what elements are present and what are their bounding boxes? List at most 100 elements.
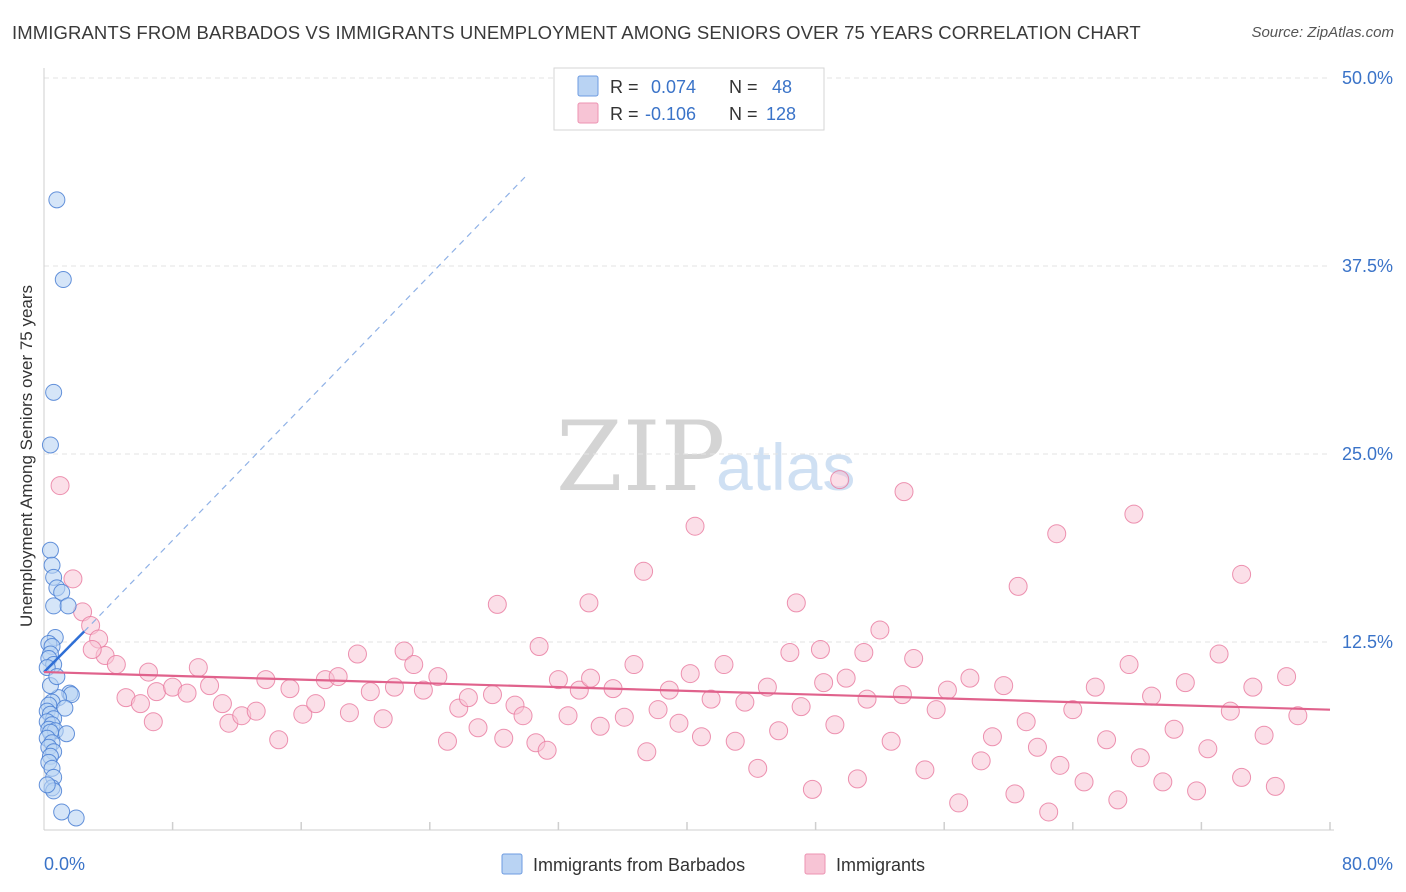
immigrants-point-37 bbox=[458, 688, 478, 708]
immigrants-point-96 bbox=[1119, 655, 1139, 675]
immigrants-point-122 bbox=[786, 593, 806, 613]
series-legend: Immigrants from Barbados Immigrants bbox=[501, 853, 925, 875]
barbados-series bbox=[38, 191, 85, 827]
immigrants-point-102 bbox=[1187, 781, 1207, 801]
barbados-trend-extension bbox=[83, 175, 527, 632]
stats-legend-box bbox=[553, 67, 825, 131]
immigrants-point-14 bbox=[200, 676, 220, 696]
immigrants-point-87 bbox=[1016, 712, 1036, 732]
immigrants-point-49 bbox=[590, 716, 610, 736]
immigrants-point-30 bbox=[384, 677, 404, 697]
immigrants-point-61 bbox=[725, 731, 745, 751]
immigrants-point-70 bbox=[825, 715, 845, 735]
stats-legend-n-label-immigrants: N = bbox=[729, 104, 758, 124]
immigrants-point-76 bbox=[892, 685, 912, 705]
barbados-point-9 bbox=[45, 597, 63, 615]
immigrants-point-66 bbox=[780, 643, 800, 663]
immigrants-point-47 bbox=[569, 680, 589, 700]
immigrants-point-58 bbox=[691, 727, 711, 747]
immigrants-point-75 bbox=[881, 731, 901, 751]
immigrants-point-64 bbox=[757, 677, 777, 697]
barbados-point-23 bbox=[56, 699, 74, 717]
immigrants-point-89 bbox=[1039, 802, 1059, 822]
y-tick-label-0: 12.5% bbox=[1342, 632, 1393, 652]
immigrants-point-78 bbox=[915, 760, 935, 780]
immigrants-point-112 bbox=[1047, 524, 1067, 544]
immigrants-point-108 bbox=[1254, 725, 1274, 745]
immigrants-point-10 bbox=[143, 712, 163, 732]
immigrants-point-113 bbox=[1124, 504, 1144, 524]
immigrants-point-126 bbox=[138, 662, 158, 682]
immigrants-point-6 bbox=[106, 655, 126, 675]
x-tick-label-min: 0.0% bbox=[44, 854, 85, 874]
stats-legend-n-value-barbados: 48 bbox=[772, 77, 792, 97]
immigrants-point-121 bbox=[634, 561, 654, 581]
legend-swatch-immigrants bbox=[804, 853, 826, 875]
immigrants-point-97 bbox=[1130, 748, 1150, 768]
immigrants-point-8 bbox=[130, 694, 150, 714]
immigrants-point-81 bbox=[949, 793, 969, 813]
immigrants-point-91 bbox=[1063, 700, 1083, 720]
y-axis-tick-labels: 12.5% 25.0% 37.5% 50.0% bbox=[1342, 68, 1393, 652]
barbados-trend-line bbox=[43, 630, 86, 673]
immigrants-point-100 bbox=[1164, 719, 1184, 739]
immigrants-point-114 bbox=[1232, 564, 1252, 584]
immigrants-point-105 bbox=[1220, 701, 1240, 721]
immigrants-point-93 bbox=[1085, 677, 1105, 697]
immigrants-point-33 bbox=[413, 680, 433, 700]
immigrants-point-35 bbox=[437, 731, 457, 751]
immigrants-point-31 bbox=[394, 641, 414, 661]
y-tick-label-3: 50.0% bbox=[1342, 68, 1393, 88]
immigrants-point-38 bbox=[468, 718, 488, 738]
immigrants-point-79 bbox=[926, 700, 946, 720]
stats-legend-r-value-barbados: 0.074 bbox=[651, 77, 696, 97]
barbados-point-0 bbox=[48, 191, 66, 209]
immigrants-point-117 bbox=[1008, 576, 1028, 596]
immigrants-point-59 bbox=[701, 689, 721, 709]
barbados-point-1 bbox=[54, 271, 72, 289]
immigrants-point-125 bbox=[529, 637, 549, 657]
barbados-point-32 bbox=[58, 725, 76, 743]
trend-lines bbox=[43, 175, 1331, 711]
stats-legend-swatch-barbados bbox=[577, 75, 599, 97]
immigrants-point-107 bbox=[1243, 677, 1263, 697]
stats-legend-r-label-immigrants: R = bbox=[610, 104, 639, 124]
immigrants-point-23 bbox=[306, 694, 326, 714]
immigrants-point-46 bbox=[558, 706, 578, 726]
immigrants-point-34 bbox=[428, 667, 448, 687]
immigrants-point-118 bbox=[685, 516, 705, 536]
immigrants-point-90 bbox=[1050, 755, 1070, 775]
stats-legend-n-label-barbados: N = bbox=[729, 77, 758, 97]
grid-lines bbox=[44, 77, 1330, 643]
immigrants-point-104 bbox=[1209, 644, 1229, 664]
immigrants-point-116 bbox=[830, 470, 850, 490]
x-axis-tick-labels: 0.0% 80.0% bbox=[44, 854, 1393, 874]
chart-title: IMMIGRANTS FROM BARBADOS VS IMMIGRANTS U… bbox=[12, 22, 1141, 43]
immigrants-point-42 bbox=[513, 706, 533, 726]
immigrants-point-103 bbox=[1198, 739, 1218, 759]
immigrants-point-9 bbox=[147, 682, 167, 702]
barbados-point-43 bbox=[53, 803, 71, 821]
immigrants-point-60 bbox=[714, 655, 734, 675]
legend-label-immigrants: Immigrants bbox=[836, 855, 925, 875]
immigrants-point-123 bbox=[810, 640, 830, 660]
immigrants-point-1 bbox=[63, 569, 83, 589]
barbados-point-44 bbox=[67, 809, 85, 827]
barbados-point-45 bbox=[38, 776, 56, 794]
immigrants-point-73 bbox=[857, 689, 877, 709]
immigrants-point-48 bbox=[581, 668, 601, 688]
immigrants-point-80 bbox=[937, 680, 957, 700]
immigrants-point-85 bbox=[994, 676, 1014, 696]
immigrants-point-28 bbox=[360, 682, 380, 702]
immigrants-point-53 bbox=[637, 742, 657, 762]
immigrants-series bbox=[50, 470, 1308, 822]
immigrants-point-65 bbox=[769, 721, 789, 741]
immigrants-point-77 bbox=[904, 649, 924, 669]
immigrants-point-101 bbox=[1175, 673, 1195, 693]
x-axis-ticks bbox=[171, 822, 1331, 830]
immigrants-point-57 bbox=[680, 664, 700, 684]
immigrants-point-83 bbox=[971, 751, 991, 771]
immigrants-point-21 bbox=[280, 679, 300, 699]
immigrants-point-62 bbox=[735, 692, 755, 712]
